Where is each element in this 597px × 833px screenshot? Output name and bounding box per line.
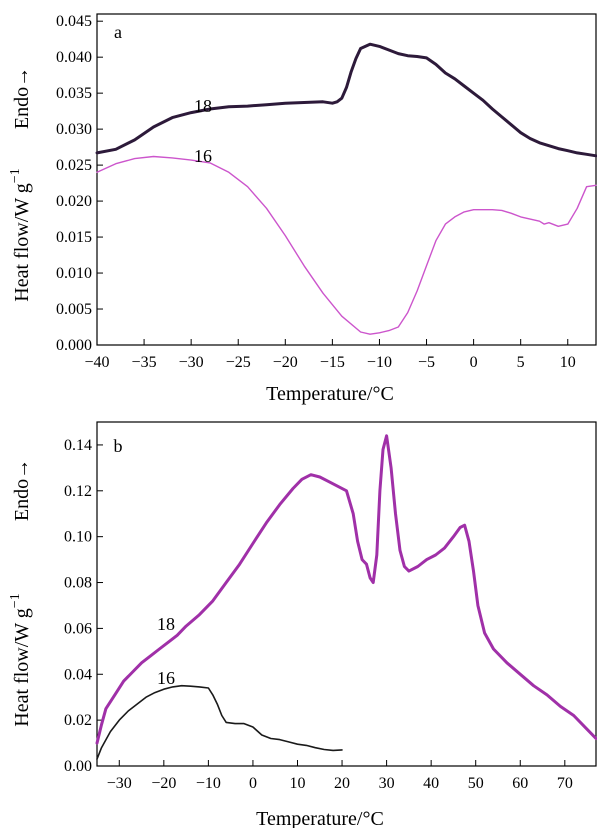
y-tick-label: 0.005 (56, 301, 92, 318)
x-tick-label: 50 (468, 775, 484, 792)
y-tick-label: 0.035 (56, 85, 92, 102)
y-axis-label-text: Heat flow/W g (11, 183, 33, 302)
series-label-16: 16 (194, 146, 212, 166)
x-tick-label: 20 (334, 775, 350, 792)
x-tick-label: −35 (132, 354, 157, 371)
y-axis-label: Heat flow/W g−1 (8, 168, 33, 301)
y-axis-label-exponent: −1 (8, 593, 23, 608)
series-label-18: 18 (194, 96, 212, 116)
x-tick-label: 40 (423, 775, 439, 792)
x-tick-label: −15 (320, 354, 345, 371)
series-label-18: 18 (157, 614, 175, 634)
y-tick-label: 0.015 (56, 229, 92, 246)
y-axis-label: Heat flow/W g−1 (8, 593, 33, 726)
y-tick-label: 0.040 (56, 49, 92, 66)
x-tick-label: 10 (289, 775, 305, 792)
series-line-16 (96, 155, 597, 335)
y-tick-label: 0.045 (56, 13, 92, 30)
y-tick-label: 0.010 (56, 265, 92, 282)
x-tick-label: −10 (367, 354, 392, 371)
x-axis-label: Temperature/°C (266, 383, 394, 405)
panel-label: b (114, 436, 123, 456)
y-tick-label: 0.04 (64, 666, 92, 683)
y-tick-label: 0.06 (64, 620, 92, 637)
y-tick-label: 0.10 (64, 529, 92, 546)
x-tick-label: 60 (512, 775, 528, 792)
series-line-16 (96, 684, 343, 760)
y-axis-label-text: Heat flow/W g (11, 608, 33, 727)
x-axis-label: Temperature/°C (256, 808, 384, 828)
chart-panel-b: −30 −20 −10 0 10 20 30 40 50 60 70 0.00 0.02 0.04 0.06… (8, 421, 597, 830)
x-tick-label: 10 (560, 354, 576, 371)
chart-panel-a: −40 −35 −30 −25 −20 −15 −10 −5 0 5 10 0.000 0.005 0.0… (8, 13, 597, 405)
x-tick-label: 30 (379, 775, 395, 792)
x-tick-label: 0 (249, 775, 257, 792)
y-tick-label: 0.12 (64, 483, 92, 500)
y-tick-label: 0.025 (56, 157, 92, 174)
y-tick-label: 0.00 (64, 758, 92, 775)
y-tick-label: 0.08 (64, 575, 92, 592)
x-tick-label: −30 (179, 354, 204, 371)
y-tick-label: 0.02 (64, 712, 92, 729)
x-tick-label: −30 (107, 775, 132, 792)
plot-frame (96, 421, 597, 767)
x-tick-label: −20 (151, 775, 176, 792)
series-label-16: 16 (157, 668, 175, 688)
x-tick-label: −40 (84, 354, 109, 371)
x-tick-label: 5 (517, 354, 525, 371)
y-tick-label: 0.030 (56, 121, 92, 138)
y-tick-label: 0.020 (56, 193, 92, 210)
x-tick-label: −5 (418, 354, 435, 371)
x-tick-label: −10 (196, 775, 221, 792)
y-tick-label: 0.000 (56, 337, 92, 354)
endo-label: Endo→ (11, 459, 33, 521)
series-line-18 (95, 42, 597, 158)
y-tick-label: 0.14 (64, 437, 92, 454)
x-tick-label: −20 (273, 354, 298, 371)
x-tick-label: 70 (557, 775, 573, 792)
endo-label: Endo→ (11, 67, 33, 129)
panel-label: a (114, 22, 122, 42)
plot-frame (96, 13, 597, 346)
x-tick-label: −25 (226, 354, 251, 371)
x-tick-label: 0 (470, 354, 478, 371)
y-axis-label-exponent: −1 (8, 168, 23, 183)
series-line-18 (95, 434, 597, 745)
